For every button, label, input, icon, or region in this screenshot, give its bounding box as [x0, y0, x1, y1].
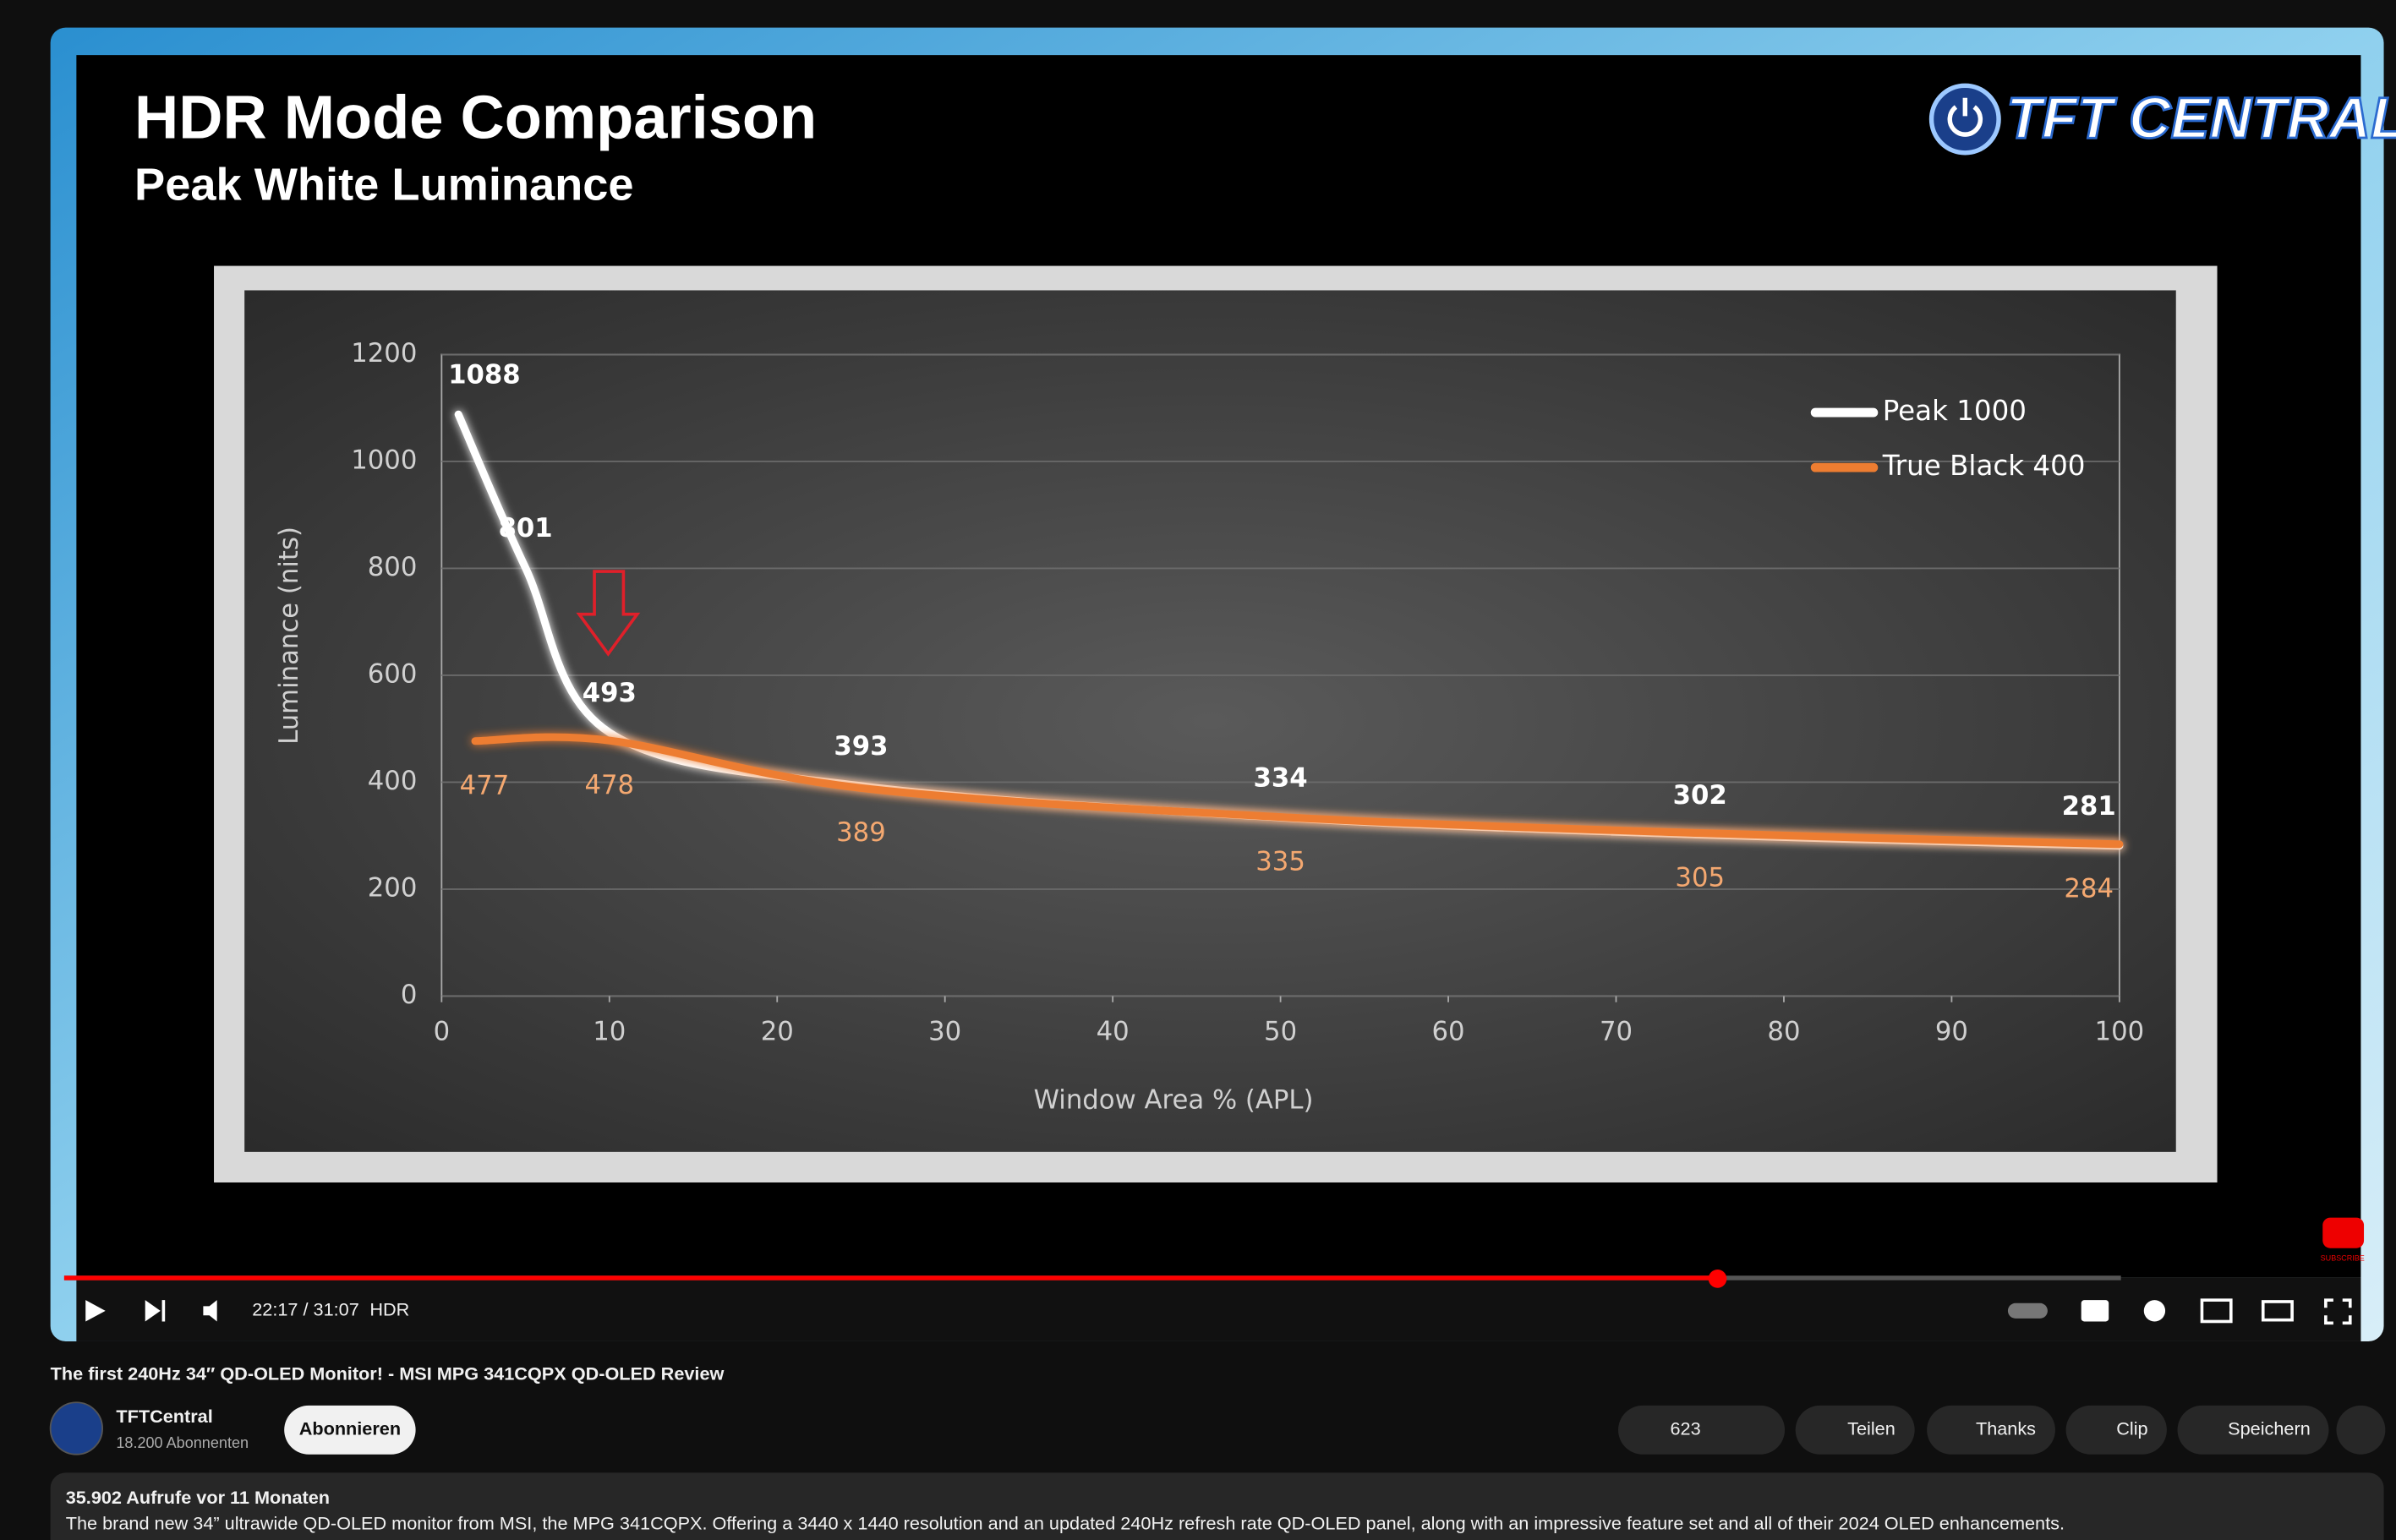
- progress-played: [63, 1275, 1718, 1281]
- logo-text: TFT CENTRAL: [2006, 85, 2396, 150]
- control-bar: [76, 1277, 2361, 1341]
- view-info: 35.902 Aufrufe vor 11 Monaten: [66, 1487, 330, 1508]
- watermark-text: SUBSCRIBE: [2321, 1254, 2365, 1263]
- x-tick-label: 0: [434, 1016, 451, 1046]
- subtitles-button[interactable]: [2081, 1300, 2109, 1322]
- data-label: 302: [1673, 780, 1727, 811]
- subscribe-button[interactable]: [284, 1405, 416, 1455]
- slide-subtitle: Peak White Luminance: [134, 160, 634, 210]
- logo-icon: [1928, 83, 2001, 156]
- y-axis-label: Luminance (nits): [274, 527, 304, 745]
- logo-power: [1947, 97, 1983, 137]
- series-line: [471, 733, 2124, 849]
- legend-label: Peak 1000: [1883, 395, 2027, 427]
- y-tick-label: 0: [401, 980, 418, 1010]
- data-label: 801: [499, 513, 553, 543]
- clip-button[interactable]: [2065, 1405, 2167, 1455]
- video-title: The first 240Hz 34″ QD-OLED Monitor! - M…: [51, 1363, 725, 1384]
- slide-title: HDR Mode Comparison: [134, 85, 817, 152]
- x-tick-label: 70: [1600, 1016, 1633, 1046]
- data-label: 477: [460, 770, 510, 800]
- x-tick-label: 40: [1097, 1016, 1130, 1046]
- chart-background: [244, 290, 2176, 1152]
- fullscreen-button[interactable]: [2324, 1298, 2352, 1325]
- next-button[interactable]: [145, 1300, 166, 1322]
- x-tick-label: 80: [1767, 1016, 1800, 1046]
- data-label: 281: [2062, 791, 2116, 822]
- x-tick-label: 30: [928, 1016, 961, 1046]
- channel-name[interactable]: TFTCentral: [116, 1406, 212, 1427]
- more-button[interactable]: [2336, 1405, 2386, 1455]
- x-axis-label: Window Area % (APL): [1034, 1085, 1314, 1116]
- data-label: 1088: [448, 360, 521, 390]
- data-label: 334: [1254, 763, 1308, 794]
- subscribe-watermark[interactable]: [2322, 1217, 2365, 1248]
- data-label: 393: [834, 731, 888, 762]
- description-box[interactable]: [50, 1472, 2384, 1540]
- save-button[interactable]: [2177, 1405, 2329, 1455]
- x-tick-label: 60: [1432, 1016, 1465, 1046]
- quality-chip[interactable]: HDR: [369, 1299, 409, 1320]
- data-label: 335: [1255, 846, 1305, 876]
- play-button[interactable]: [85, 1300, 106, 1322]
- subscriber-count: 18.200 Abonnenten: [116, 1434, 249, 1451]
- y-tick-label: 1200: [351, 338, 417, 369]
- description: The brand new 34” ultrawide QD-OLED moni…: [66, 1513, 2065, 1534]
- y-tick-label: 600: [368, 658, 418, 689]
- data-label: 478: [584, 770, 634, 800]
- x-tick-label: 20: [761, 1016, 794, 1046]
- subscribe-label: Abonnieren: [299, 1418, 401, 1439]
- x-tick-label: 10: [593, 1016, 626, 1046]
- theater-button[interactable]: [2261, 1300, 2294, 1322]
- channel-avatar[interactable]: [49, 1401, 103, 1455]
- autoplay-toggle[interactable]: [2007, 1302, 2048, 1319]
- thanks-label: Thanks: [1976, 1418, 2036, 1439]
- y-tick-label: 1000: [351, 445, 417, 475]
- time-display: 22:17 / 31:07: [252, 1299, 359, 1320]
- x-tick-label: 90: [1935, 1016, 1968, 1046]
- data-label: 305: [1675, 862, 1725, 893]
- progress-handle[interactable]: [1708, 1270, 1727, 1288]
- annotation-arrow: [576, 570, 641, 657]
- save-label: Speichern: [2228, 1418, 2311, 1439]
- legend-label: True Black 400: [1882, 450, 2086, 482]
- like-dislike-button[interactable]: [1618, 1405, 1786, 1455]
- x-tick-label: 100: [2095, 1016, 2145, 1046]
- settings-button[interactable]: [2143, 1300, 2166, 1322]
- thanks-button[interactable]: [1927, 1405, 2055, 1455]
- x-tick-label: 50: [1264, 1016, 1297, 1046]
- share-label: Teilen: [1847, 1418, 1895, 1439]
- y-tick-label: 400: [368, 766, 418, 796]
- data-label: 493: [583, 678, 637, 708]
- y-tick-label: 800: [368, 552, 418, 582]
- data-label: 284: [2064, 874, 2114, 904]
- miniplayer-button[interactable]: [2200, 1298, 2233, 1324]
- clip-label: Clip: [2116, 1418, 2147, 1439]
- like-count: 623: [1670, 1418, 1700, 1439]
- volume-button[interactable]: [203, 1300, 217, 1322]
- data-label: 389: [836, 817, 886, 848]
- share-button[interactable]: [1795, 1405, 1915, 1455]
- y-tick-label: 200: [368, 872, 418, 903]
